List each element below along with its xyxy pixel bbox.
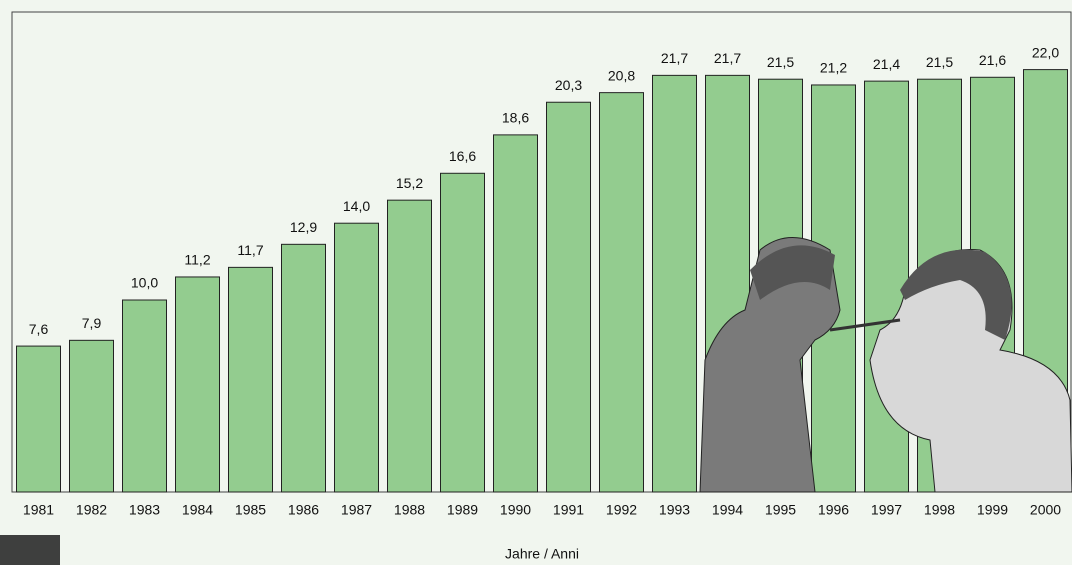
- x-tick-label: 1982: [76, 502, 107, 518]
- x-tick-label: 1991: [553, 502, 584, 518]
- value-label: 16,6: [449, 148, 476, 164]
- value-label: 11,2: [184, 252, 210, 268]
- x-tick-label: 1981: [23, 502, 54, 518]
- value-label: 18,6: [502, 110, 529, 126]
- bars: [16, 69, 1068, 493]
- x-tick-label: 1999: [977, 502, 1008, 518]
- illustration: [699, 237, 1072, 493]
- bar: [387, 199, 432, 493]
- value-label: 10,0: [131, 275, 158, 291]
- bar: [546, 101, 591, 493]
- x-tick-label: 1989: [447, 502, 478, 518]
- x-tick-label: 1983: [129, 502, 160, 518]
- logo: [0, 535, 60, 565]
- woman-hair: [900, 249, 1012, 340]
- x-tick-label: 1988: [394, 502, 425, 518]
- x-tick-label: 1997: [871, 502, 902, 518]
- x-tick-label: 1984: [182, 502, 213, 518]
- value-label: 21,2: [820, 60, 847, 76]
- x-tick-label: 1992: [606, 502, 637, 518]
- x-tick-label: 1993: [659, 502, 690, 518]
- value-label: 21,5: [926, 54, 953, 70]
- x-tick-label: 1987: [341, 502, 372, 518]
- value-label: 15,2: [396, 175, 423, 191]
- value-label: 21,6: [979, 52, 1006, 68]
- bar: [334, 222, 379, 493]
- x-axis-title: Jahre / Anni: [505, 546, 579, 562]
- bar: [16, 345, 61, 493]
- value-label: 21,7: [714, 50, 741, 66]
- value-label: 7,6: [29, 321, 49, 337]
- bar: [864, 80, 909, 493]
- x-tick-label: 2000: [1030, 502, 1061, 518]
- boy-hair: [750, 245, 835, 300]
- value-label: 22,0: [1032, 44, 1059, 60]
- value-label: 20,3: [555, 77, 582, 93]
- x-tick-label: 1998: [924, 502, 955, 518]
- bar: [228, 266, 273, 493]
- bar: [493, 134, 538, 493]
- spoon: [829, 318, 901, 332]
- x-tick-label: 1996: [818, 502, 849, 518]
- value-label: 20,8: [608, 67, 635, 83]
- bar: [652, 74, 697, 493]
- x-tick-label: 1994: [712, 502, 743, 518]
- plot-frame: [11, 11, 1072, 493]
- value-label: 12,9: [290, 219, 317, 235]
- bar: [281, 243, 326, 493]
- x-tick-label: 1990: [500, 502, 531, 518]
- x-tick-label: 1986: [288, 502, 319, 518]
- logo-mark: [0, 535, 60, 565]
- boy-figure: [699, 237, 841, 493]
- value-label: 14,0: [343, 198, 370, 214]
- value-label: 21,5: [767, 54, 794, 70]
- value-label: 21,4: [873, 56, 900, 72]
- bar: [440, 172, 485, 493]
- value-label: 7,9: [82, 315, 102, 331]
- bar: [122, 299, 167, 493]
- value-label: 21,7: [661, 50, 688, 66]
- bar: [599, 92, 644, 493]
- x-tick-label: 1995: [765, 502, 796, 518]
- value-label: 11,7: [237, 242, 263, 258]
- x-tick-label: 1985: [235, 502, 266, 518]
- bar: [69, 339, 114, 493]
- bar: [175, 276, 220, 493]
